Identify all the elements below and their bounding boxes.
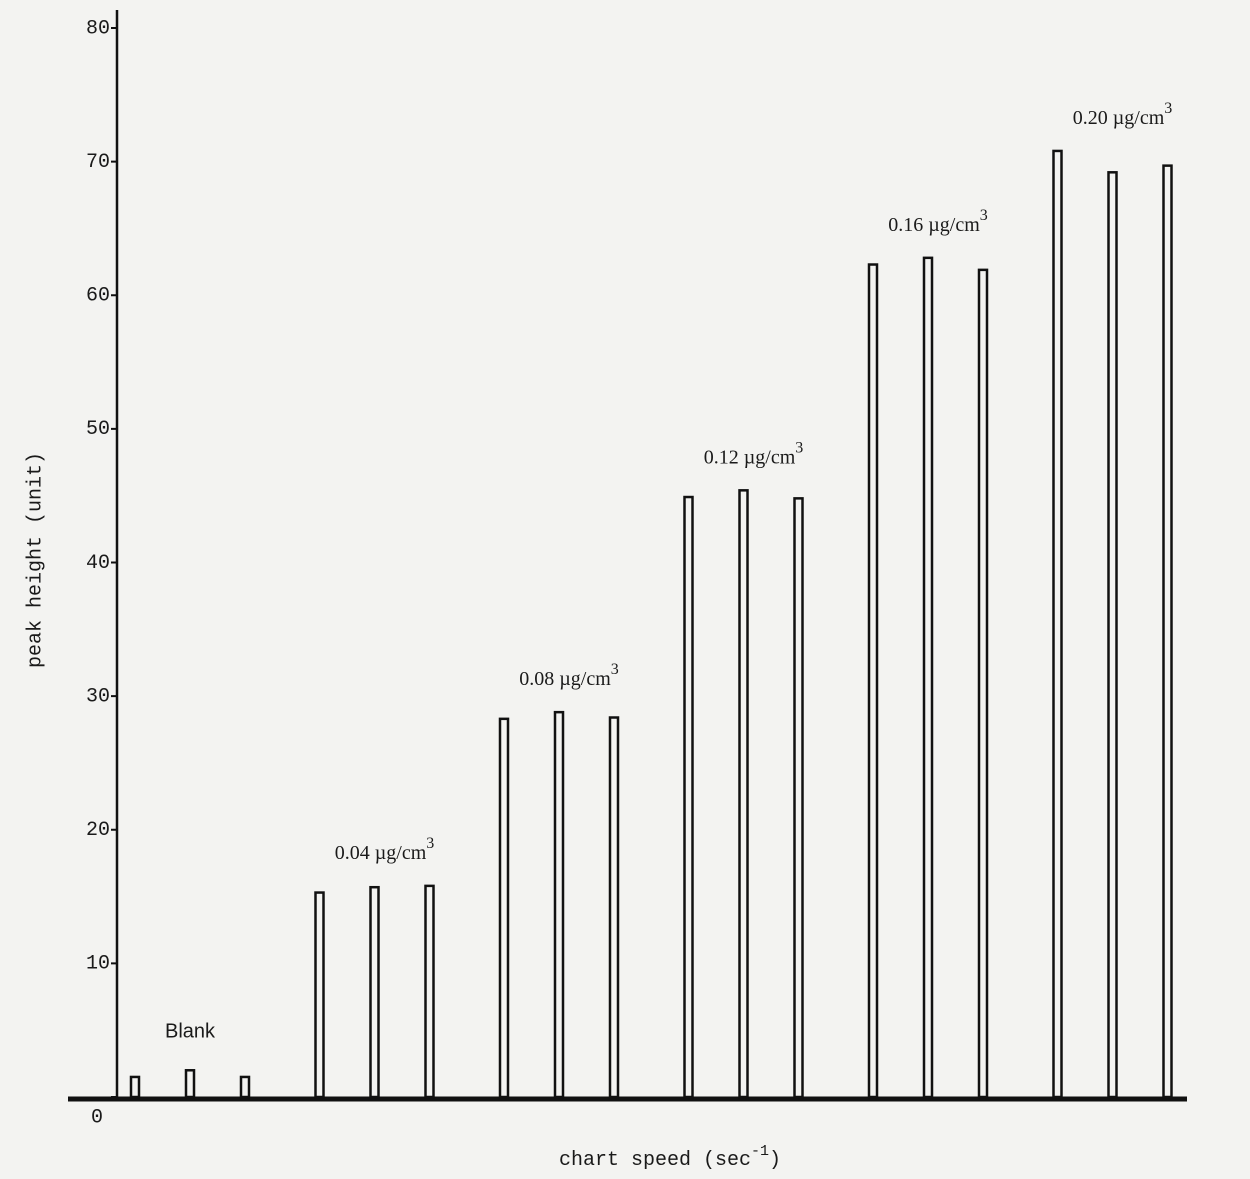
- peak: [186, 1070, 194, 1097]
- group-label-text: 0.04 µg/cm: [335, 841, 427, 863]
- peak: [740, 490, 748, 1097]
- group-label-sup: 3: [1164, 100, 1172, 117]
- peak: [1109, 172, 1117, 1097]
- x-label-part: ): [769, 1149, 781, 1172]
- peak: [241, 1077, 249, 1097]
- peak: [555, 712, 563, 1097]
- peak: [795, 498, 803, 1097]
- group-label-text: 0.12 µg/cm: [704, 446, 796, 468]
- group-label-sup: 3: [426, 835, 434, 852]
- group-label-text: 0.08 µg/cm: [519, 668, 611, 690]
- peak: [979, 270, 987, 1097]
- y-tick-label: 0: [91, 1106, 103, 1129]
- y-tick-label: 50: [86, 418, 110, 441]
- peak: [1054, 151, 1062, 1097]
- y-tick-label: 80: [86, 17, 110, 40]
- y-tick-label: 20: [86, 819, 110, 842]
- peak: [131, 1077, 139, 1097]
- group-label-sup: 3: [980, 207, 988, 224]
- peak: [500, 719, 508, 1097]
- y-tick-label: 10: [86, 953, 110, 976]
- peak: [1164, 166, 1172, 1097]
- y-tick-label: 40: [86, 552, 110, 575]
- group-label-text: Blank: [165, 1021, 216, 1043]
- chart: peak height (unit) chart speed (sec-1) 0…: [0, 0, 1250, 1179]
- group-label-sup: 3: [611, 661, 619, 678]
- peak: [685, 497, 693, 1097]
- peak: [610, 718, 618, 1097]
- y-axis-label: peak height (unit): [24, 452, 47, 668]
- peak: [316, 893, 324, 1097]
- group-label-text: 0.16 µg/cm: [888, 213, 980, 235]
- y-tick-label: 30: [86, 685, 110, 708]
- x-label-sup: -1: [751, 1143, 769, 1160]
- group-label-sup: 3: [795, 439, 803, 456]
- peak: [869, 265, 877, 1097]
- peak: [426, 886, 434, 1097]
- group-label-text: 0.20 µg/cm: [1073, 107, 1165, 129]
- y-tick-label: 60: [86, 285, 110, 308]
- peak: [371, 887, 379, 1097]
- y-tick-label: 70: [86, 151, 110, 174]
- peak: [924, 258, 932, 1097]
- group-label: Blank: [165, 1021, 216, 1043]
- x-label-part: chart speed (sec: [559, 1149, 751, 1172]
